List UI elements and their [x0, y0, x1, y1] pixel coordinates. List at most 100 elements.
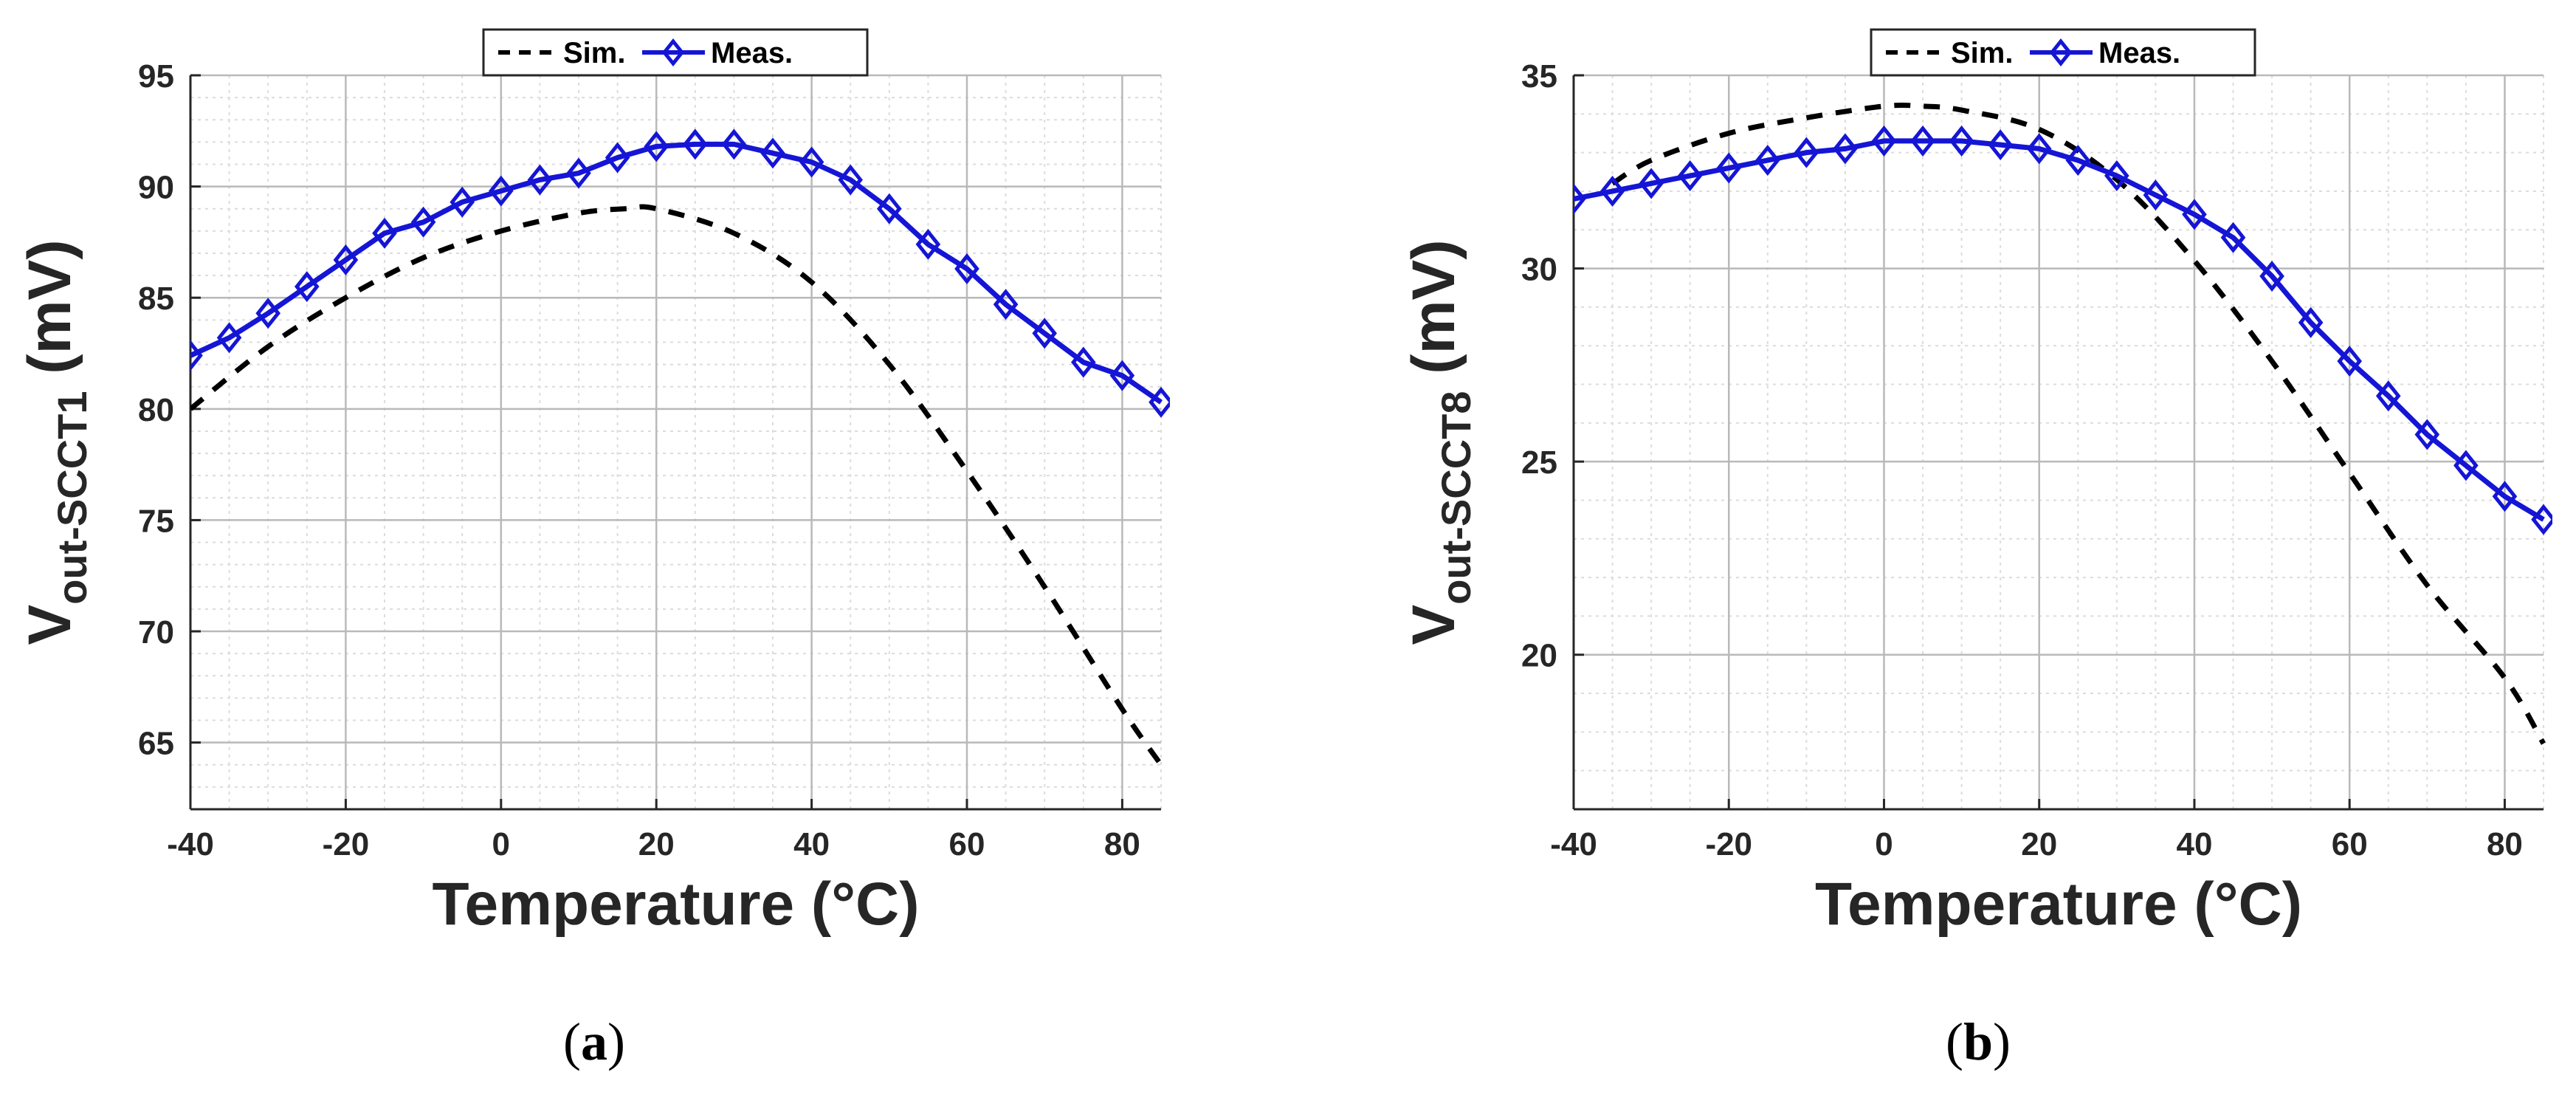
meas-point: [1716, 152, 1742, 184]
meas-point: [876, 193, 902, 224]
x-tick-label: 80: [2487, 826, 2523, 862]
x-tick-label: -40: [1550, 826, 1597, 862]
meas-point: [2375, 380, 2401, 412]
meas-point: [1070, 346, 1096, 378]
series-sim: [190, 204, 1163, 766]
y-tick-label: 70: [138, 614, 174, 651]
meas-point: [1574, 183, 1586, 215]
y-tick-label: 35: [1521, 58, 1557, 95]
meas-point: [2182, 199, 2207, 230]
y-tick-label: 95: [138, 58, 174, 95]
meas-point: [255, 298, 281, 329]
meas-point: [450, 186, 475, 218]
sim-line: [1611, 102, 2546, 745]
plot-area: [190, 75, 1161, 809]
meas-point: [2143, 179, 2169, 211]
y-tick-label: 90: [138, 170, 174, 206]
meas-point: [488, 175, 514, 207]
x-tick-label: 20: [2021, 826, 2057, 862]
series-meas: [1574, 125, 2552, 535]
x-tick-label: 40: [2176, 826, 2212, 862]
chart-b: -40 -20 0 20 40 60 80 20 25 30 35 Sim. Meas. Temperat…: [1400, 28, 2552, 1071]
x-axis-label: Temperature (°C): [1815, 871, 2302, 938]
legend-meas-label: Meas.: [711, 37, 793, 69]
x-tick-label: 0: [1875, 826, 1893, 862]
series-sim: [1611, 102, 2546, 745]
meas-point: [1599, 175, 1625, 207]
y-tick-label: 30: [1521, 252, 1557, 288]
x-tick-label: 60: [2332, 826, 2368, 862]
legend-sim-label: Sim.: [563, 37, 625, 69]
meas-point: [2259, 261, 2284, 292]
meas-point: [294, 271, 320, 303]
x-axis-label: Temperature (°C): [432, 871, 919, 938]
legend-meas-label: Meas.: [2098, 37, 2180, 69]
y-axis-label: Vout-SCCT1 (mV): [16, 240, 95, 645]
meas-point: [1639, 168, 1664, 199]
legend: Sim. Meas.: [482, 28, 869, 77]
y-tick-label: 75: [138, 503, 174, 539]
meas-point: [2414, 419, 2440, 450]
meas-point: [2337, 346, 2363, 377]
meas-point: [2492, 481, 2518, 512]
x-tick-label: -20: [1705, 826, 1752, 862]
meas-point: [760, 137, 785, 169]
y-axis-label: Vout-SCCT8 (mV): [1400, 240, 1479, 645]
meas-point: [216, 322, 242, 354]
series-meas: [190, 128, 1170, 418]
y-tick-label: 65: [138, 726, 174, 762]
y-tick-label: 25: [1521, 444, 1557, 481]
meas-point: [1148, 386, 1170, 418]
x-tick-label: 20: [638, 826, 675, 862]
meas-point: [838, 164, 864, 196]
legend-sim-label: Sim.: [1951, 37, 2013, 69]
meas-point: [1032, 317, 1058, 349]
x-tick-label: 40: [793, 826, 830, 862]
panel-caption: (a): [563, 1012, 625, 1071]
meas-point: [993, 289, 1019, 320]
meas-point: [1910, 125, 1935, 157]
meas-point: [644, 131, 669, 162]
y-tick-label: 80: [138, 392, 174, 428]
meas-point: [1871, 125, 1897, 157]
legend: Sim. Meas.: [1870, 28, 2256, 77]
meas-point: [1833, 133, 1858, 165]
meas-point: [1109, 360, 1135, 391]
legend-meas-marker: [661, 38, 685, 67]
chart-a: -40 -20 0 20 40 60 80 65 70 75 80 85 90 95 Sim. Meas. Te…: [16, 28, 1170, 1071]
meas-point: [1754, 145, 1780, 176]
meas-point: [799, 146, 824, 178]
x-tick-label: -20: [323, 826, 370, 862]
meas-point: [372, 217, 397, 249]
meas-point: [605, 142, 630, 174]
sim-line: [190, 204, 1163, 766]
x-tick-label: 60: [949, 826, 985, 862]
meas-point: [1988, 129, 2013, 161]
meas-point: [1794, 137, 1819, 168]
meas-point: [566, 157, 591, 189]
meas-point: [1949, 125, 1974, 157]
meas-point: [1677, 160, 1703, 192]
y-tick-label: 85: [138, 281, 174, 317]
meas-point: [2220, 222, 2246, 253]
meas-point: [2065, 145, 2091, 176]
meas-point: [721, 128, 747, 160]
meas-point: [954, 253, 979, 285]
y-tick-label: 20: [1521, 638, 1557, 674]
meas-point: [527, 164, 553, 196]
meas-point: [190, 340, 203, 371]
panel-caption: (b): [1946, 1012, 2011, 1071]
x-tick-label: 80: [1104, 826, 1140, 862]
meas-point: [2298, 306, 2324, 338]
meas-point: [682, 128, 708, 160]
x-tick-label: -40: [167, 826, 214, 862]
meas-point: [2531, 504, 2552, 535]
meas-point: [915, 228, 941, 260]
meas-point: [2453, 450, 2479, 481]
legend-meas-marker: [2049, 38, 2073, 67]
meas-point: [2026, 133, 2052, 165]
meas-point: [410, 206, 436, 238]
meas-point: [2104, 160, 2129, 192]
meas-point: [333, 244, 359, 276]
x-tick-label: 0: [492, 826, 510, 862]
